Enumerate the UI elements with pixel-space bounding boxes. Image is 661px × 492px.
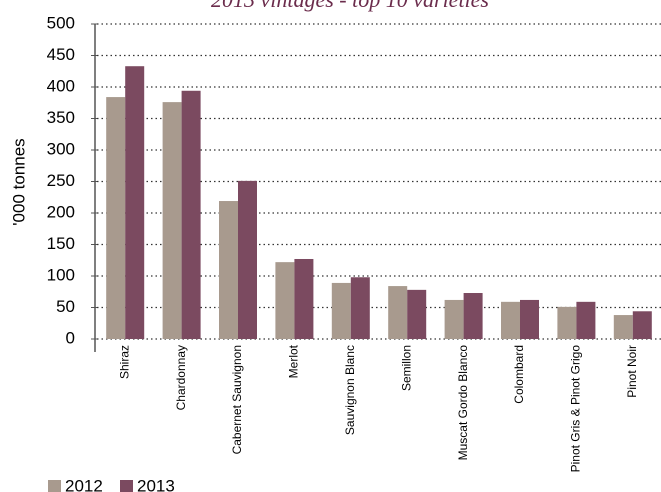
bar bbox=[576, 301, 596, 339]
bar bbox=[501, 301, 520, 339]
x-tick-label: Pinot Noir bbox=[625, 345, 639, 398]
bar bbox=[181, 90, 201, 339]
y-tick-label: 350 bbox=[47, 108, 75, 127]
y-tick-label: 0 bbox=[66, 328, 75, 347]
bar bbox=[520, 299, 539, 339]
bar bbox=[444, 299, 464, 339]
bar bbox=[407, 289, 427, 339]
bar bbox=[294, 258, 314, 339]
bar bbox=[463, 293, 483, 339]
y-tick-label: 400 bbox=[47, 76, 75, 95]
bar bbox=[219, 201, 238, 339]
y-tick-label: 200 bbox=[47, 202, 75, 221]
y-axis-label: '000 tonnes bbox=[9, 138, 28, 225]
x-tick-label: Chardonnay bbox=[174, 345, 188, 410]
bar bbox=[388, 286, 408, 339]
y-tick-label: 450 bbox=[47, 45, 75, 64]
bar bbox=[557, 306, 577, 339]
bar bbox=[106, 97, 126, 339]
bar bbox=[613, 315, 633, 339]
bar bbox=[275, 262, 295, 339]
bar bbox=[125, 66, 145, 340]
bar bbox=[350, 277, 370, 339]
bar bbox=[162, 102, 182, 340]
y-tick-label: 250 bbox=[47, 171, 75, 190]
y-tick-label: 500 bbox=[47, 13, 75, 32]
legend-label: 2013 bbox=[137, 476, 175, 492]
bar bbox=[331, 282, 351, 339]
legend-label: 2012 bbox=[65, 476, 103, 492]
x-tick-label: Pinot Gris & Pinot Grigo bbox=[569, 345, 583, 473]
x-tick-label: Semillon bbox=[399, 345, 413, 391]
legend-swatch bbox=[120, 480, 133, 492]
x-tick-label: Muscat Gordo Blanco bbox=[456, 345, 470, 461]
y-tick-label: 50 bbox=[56, 297, 75, 316]
x-tick-label: Cabernet Sauvignon bbox=[230, 345, 244, 454]
y-tick-label: 300 bbox=[47, 139, 75, 158]
bar bbox=[632, 311, 652, 339]
x-tick-label: Shiraz bbox=[117, 345, 131, 379]
chart-title: 2013 vintages - top 10 varieties bbox=[211, 0, 489, 12]
x-tick-label: Merlot bbox=[287, 344, 301, 378]
y-tick-label: 100 bbox=[47, 265, 75, 284]
x-tick-label: Sauvignon Blanc bbox=[343, 345, 357, 435]
legend-swatch bbox=[48, 480, 61, 492]
x-tick-label: Colombard bbox=[512, 345, 526, 404]
bar bbox=[238, 180, 257, 339]
y-tick-label: 150 bbox=[47, 234, 75, 253]
